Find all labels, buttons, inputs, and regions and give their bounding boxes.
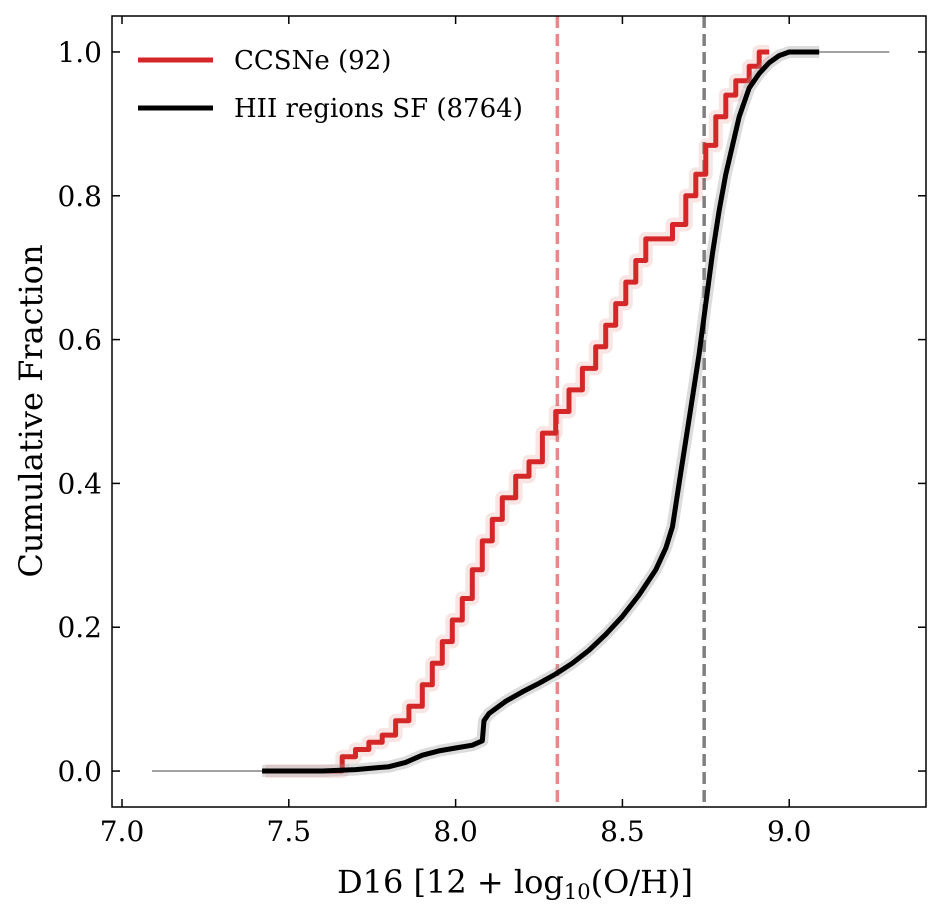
- series-line-hii: [262, 49, 820, 774]
- series-line-ccsne: [265, 49, 770, 774]
- plot-area: [152, 16, 890, 807]
- x-tick-label: 7.0: [100, 815, 145, 848]
- legend-label-ccsne: CCSNe (92): [234, 46, 391, 76]
- legend: CCSNe (92) HII regions SF (8764): [138, 46, 523, 124]
- legend-label-hii: HII regions SF (8764): [234, 94, 523, 124]
- y-tick-label: 0.4: [57, 467, 102, 500]
- y-tick-label: 1.0: [57, 36, 102, 69]
- x-axis-label-subscript: 10: [564, 880, 591, 904]
- y-axis-label: Cumulative Fraction: [12, 244, 50, 577]
- y-tick-label: 0.2: [57, 611, 102, 644]
- x-axis-label-main: D16 [12 + log: [337, 863, 564, 901]
- x-tick-label: 8.5: [600, 815, 645, 848]
- y-tick-label: 0.8: [57, 180, 102, 213]
- axis-ticks: 7.0 7.5 8.0 8.5 9.0 0.0 0.2 0.4 0.6 0.8 1.0: [57, 16, 926, 848]
- x-axis-label: D16 [12 + log10(O/H)]: [337, 863, 693, 904]
- x-axis-label-rest: (O/H)]: [591, 863, 693, 901]
- x-tick-label: 7.5: [267, 815, 312, 848]
- y-tick-label: 0.0: [57, 755, 102, 788]
- axes-frame: [111, 15, 927, 808]
- x-tick-label: 9.0: [767, 815, 812, 848]
- y-tick-label: 0.6: [57, 324, 102, 357]
- x-tick-label: 8.0: [433, 815, 478, 848]
